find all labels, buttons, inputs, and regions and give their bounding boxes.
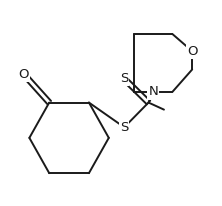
- Text: O: O: [19, 68, 29, 81]
- Text: O: O: [187, 45, 197, 58]
- Text: N: N: [149, 85, 158, 98]
- Text: S: S: [120, 72, 128, 85]
- Text: S: S: [120, 121, 128, 134]
